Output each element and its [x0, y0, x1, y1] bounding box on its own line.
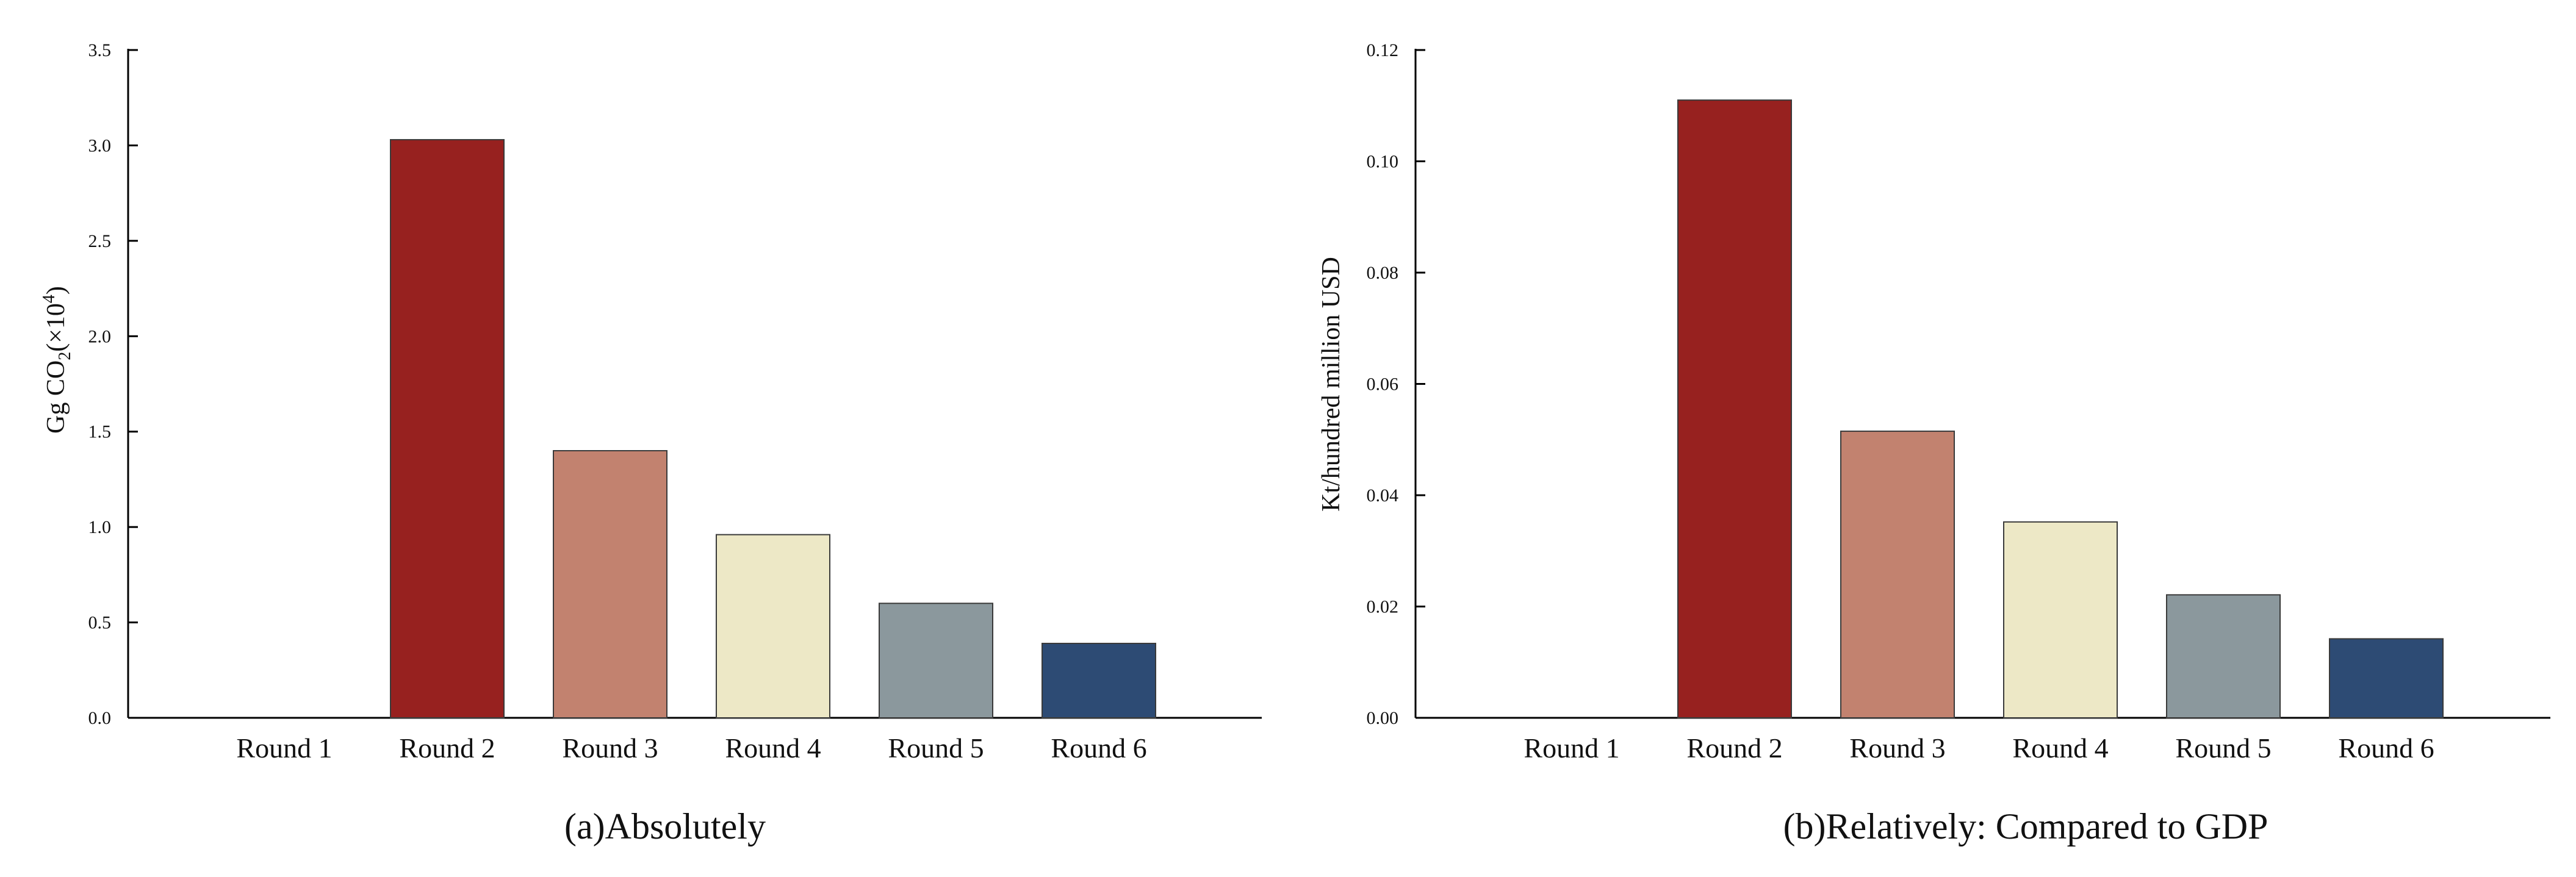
chart-b: Kt/hundred million USD (b)Relatively: Co… — [1317, 40, 2550, 847]
y-tick-label: 0.02 — [1367, 597, 1399, 617]
x-tick-label: Round 3 — [562, 732, 658, 764]
y-tick-label: 0.00 — [1367, 708, 1399, 728]
y-tick-label: 0.10 — [1367, 152, 1399, 172]
bar-round-6 — [1042, 642, 1156, 718]
y-tick-label: 2.0 — [88, 326, 112, 346]
bar-round-2 — [1677, 99, 1792, 718]
chart-a: Gg CO2(×104) (a)Absolutely 0.0 0.5 1.0 1.5 2… — [40, 40, 1262, 847]
caption-b: (b)Relatively: Compared to GDP — [1783, 806, 2268, 847]
x-tick-label: Round 5 — [2175, 732, 2271, 764]
y-tick-label: 0.0 — [88, 708, 112, 728]
y-tick-label: 0.12 — [1367, 40, 1399, 60]
x-tick-label: Round 4 — [725, 732, 821, 764]
y-tick-label: 2.5 — [88, 231, 112, 251]
y-tick-label: 3.5 — [88, 40, 112, 60]
x-tick-label: Round 4 — [2012, 732, 2108, 764]
x-tick-label: Round 3 — [1849, 732, 1945, 764]
x-tick-label: Round 1 — [1524, 732, 1619, 764]
bar-round-5 — [879, 603, 993, 718]
bar-round-4 — [2003, 521, 2118, 718]
y-tick-label: 1.5 — [88, 422, 112, 442]
y-tick-label: 0.06 — [1367, 374, 1399, 395]
x-tick-label: Round 2 — [399, 732, 495, 764]
y-tick-label: 1.0 — [88, 517, 112, 537]
y-axis-label-a: Gg CO2(×104) — [40, 286, 74, 434]
bar-round-3 — [553, 450, 667, 718]
bar-round-2 — [390, 139, 505, 719]
x-tick-label: Round 2 — [1686, 732, 1782, 764]
bar-round-6 — [2329, 638, 2444, 719]
y-tick-label: 0.08 — [1367, 263, 1399, 283]
y-tick-label: 0.5 — [88, 613, 112, 633]
x-tick-label: Round 6 — [2338, 732, 2434, 764]
y-axis-label-b: Kt/hundred million USD — [1317, 257, 1345, 512]
bar-round-5 — [2166, 594, 2281, 719]
caption-a: (a)Absolutely — [564, 806, 766, 847]
y-tick-label: 0.04 — [1367, 485, 1399, 506]
bar-round-3 — [1840, 431, 1955, 718]
x-tick-label: Round 1 — [236, 732, 332, 764]
bar-round-4 — [716, 534, 830, 719]
x-tick-label: Round 6 — [1051, 732, 1146, 764]
y-tick-label: 3.0 — [88, 135, 112, 156]
x-tick-label: Round 5 — [888, 732, 984, 764]
